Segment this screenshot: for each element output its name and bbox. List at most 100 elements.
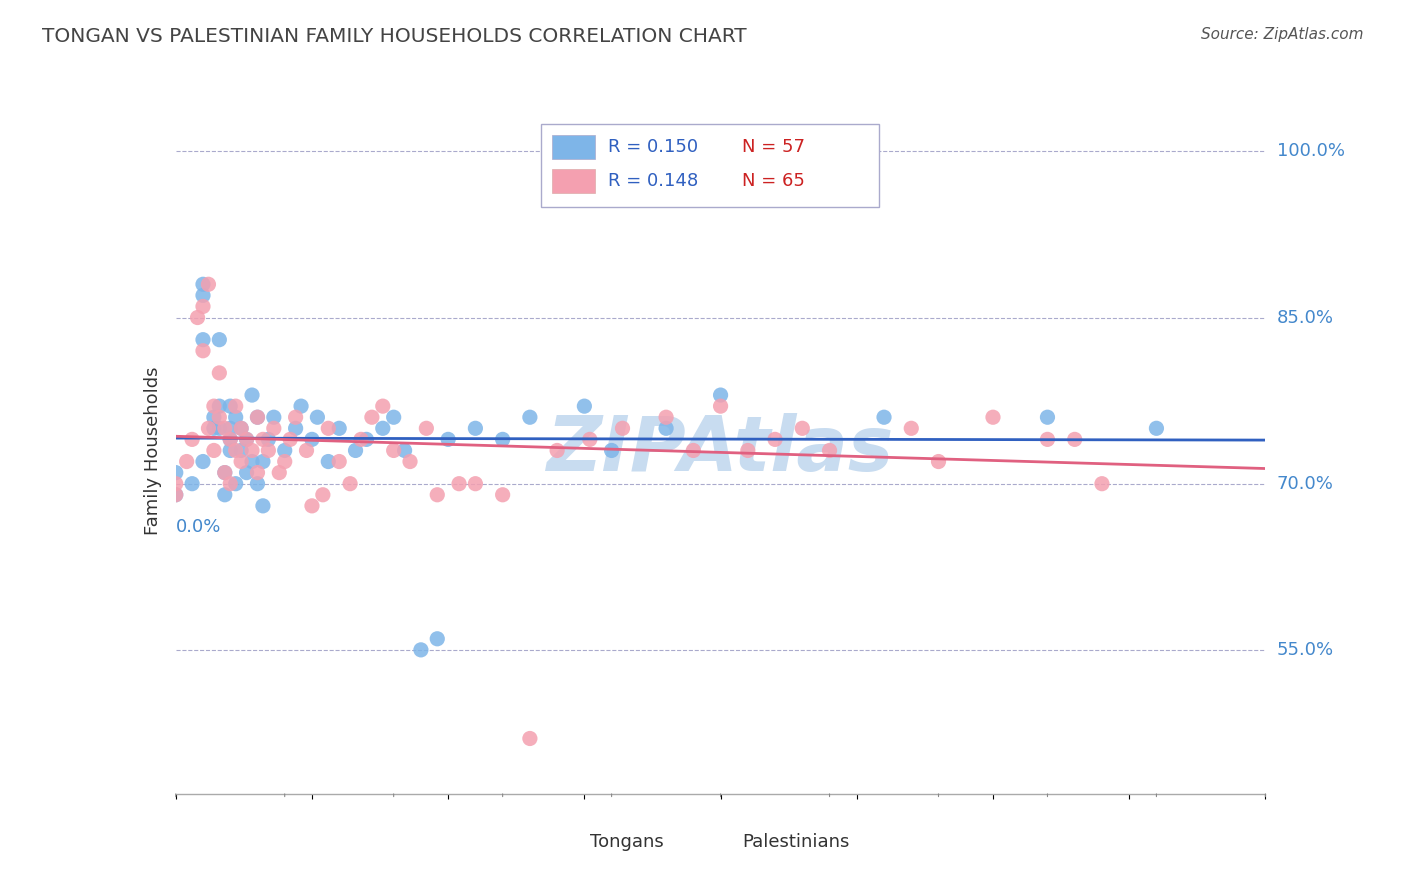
Point [1063, 433, 1085, 447]
Point [263, 410, 285, 425]
Text: 85.0%: 85.0% [1277, 309, 1333, 326]
Point [219, 433, 242, 447]
Text: ZIPAtlas: ZIPAtlas [547, 414, 894, 487]
Text: 55.0%: 55.0% [1277, 640, 1334, 659]
Point [219, 433, 242, 447]
Point [579, 433, 602, 447]
Point [246, 476, 269, 491]
FancyBboxPatch shape [716, 830, 745, 855]
Point [202, 443, 225, 458]
Point [394, 443, 416, 458]
Point [437, 433, 460, 447]
Point [464, 476, 486, 491]
Point [328, 421, 350, 435]
Point [191, 343, 214, 358]
Point [240, 443, 263, 458]
Point [492, 488, 515, 502]
Point [900, 421, 922, 435]
Text: 0.0%: 0.0% [176, 517, 221, 536]
Point [181, 433, 204, 447]
Point [246, 410, 269, 425]
Point [202, 421, 225, 435]
Point [165, 488, 187, 502]
Point [371, 421, 394, 435]
Point [426, 632, 449, 646]
Point [284, 421, 307, 435]
Point [165, 488, 187, 502]
Point [231, 454, 253, 468]
Point [214, 488, 236, 502]
Point [737, 443, 759, 458]
Point [415, 421, 437, 435]
FancyBboxPatch shape [551, 830, 581, 855]
Point [574, 399, 596, 413]
Point [219, 399, 242, 413]
Point [165, 476, 187, 491]
Point [235, 433, 257, 447]
Point [208, 366, 231, 380]
Point [682, 443, 704, 458]
Text: 100.0%: 100.0% [1277, 143, 1344, 161]
Point [546, 443, 568, 458]
Point [278, 433, 301, 447]
Point [191, 288, 214, 302]
Point [792, 421, 814, 435]
Point [464, 421, 486, 435]
Point [235, 433, 257, 447]
Point [231, 443, 253, 458]
FancyBboxPatch shape [541, 124, 879, 207]
Text: R = 0.148: R = 0.148 [609, 172, 699, 190]
Point [763, 433, 786, 447]
Point [307, 410, 329, 425]
Point [873, 410, 896, 425]
Point [312, 488, 335, 502]
Point [214, 421, 236, 435]
Y-axis label: Family Households: Family Households [143, 367, 162, 534]
Point [225, 443, 247, 458]
Point [231, 421, 253, 435]
Point [208, 421, 231, 435]
Text: TONGAN VS PALESTINIAN FAMILY HOUSEHOLDS CORRELATION CHART: TONGAN VS PALESTINIAN FAMILY HOUSEHOLDS … [42, 27, 747, 45]
Point [382, 410, 405, 425]
Point [426, 488, 449, 502]
Point [519, 410, 541, 425]
Point [274, 454, 297, 468]
Point [197, 421, 219, 435]
Text: Source: ZipAtlas.com: Source: ZipAtlas.com [1201, 27, 1364, 42]
Point [257, 443, 280, 458]
Point [710, 399, 733, 413]
Point [225, 476, 247, 491]
Point [655, 410, 678, 425]
Point [252, 499, 274, 513]
Point [710, 388, 733, 402]
Point [269, 466, 291, 480]
Point [344, 443, 367, 458]
Text: N = 65: N = 65 [742, 172, 806, 190]
Point [981, 410, 1004, 425]
Point [240, 454, 263, 468]
Point [409, 643, 432, 657]
Point [328, 454, 350, 468]
Point [191, 333, 214, 347]
Point [176, 454, 198, 468]
Point [208, 399, 231, 413]
Text: N = 57: N = 57 [742, 138, 806, 156]
Text: Palestinians: Palestinians [742, 833, 849, 851]
Point [191, 300, 214, 314]
Point [240, 388, 263, 402]
Point [225, 410, 247, 425]
Point [274, 443, 297, 458]
Point [219, 443, 242, 458]
Point [1091, 476, 1114, 491]
Point [202, 399, 225, 413]
Point [257, 433, 280, 447]
Point [231, 421, 253, 435]
Text: R = 0.150: R = 0.150 [609, 138, 699, 156]
Point [301, 433, 323, 447]
Point [225, 399, 247, 413]
Point [290, 399, 312, 413]
Point [339, 476, 361, 491]
Point [447, 476, 470, 491]
Point [1036, 433, 1059, 447]
Point [318, 454, 340, 468]
